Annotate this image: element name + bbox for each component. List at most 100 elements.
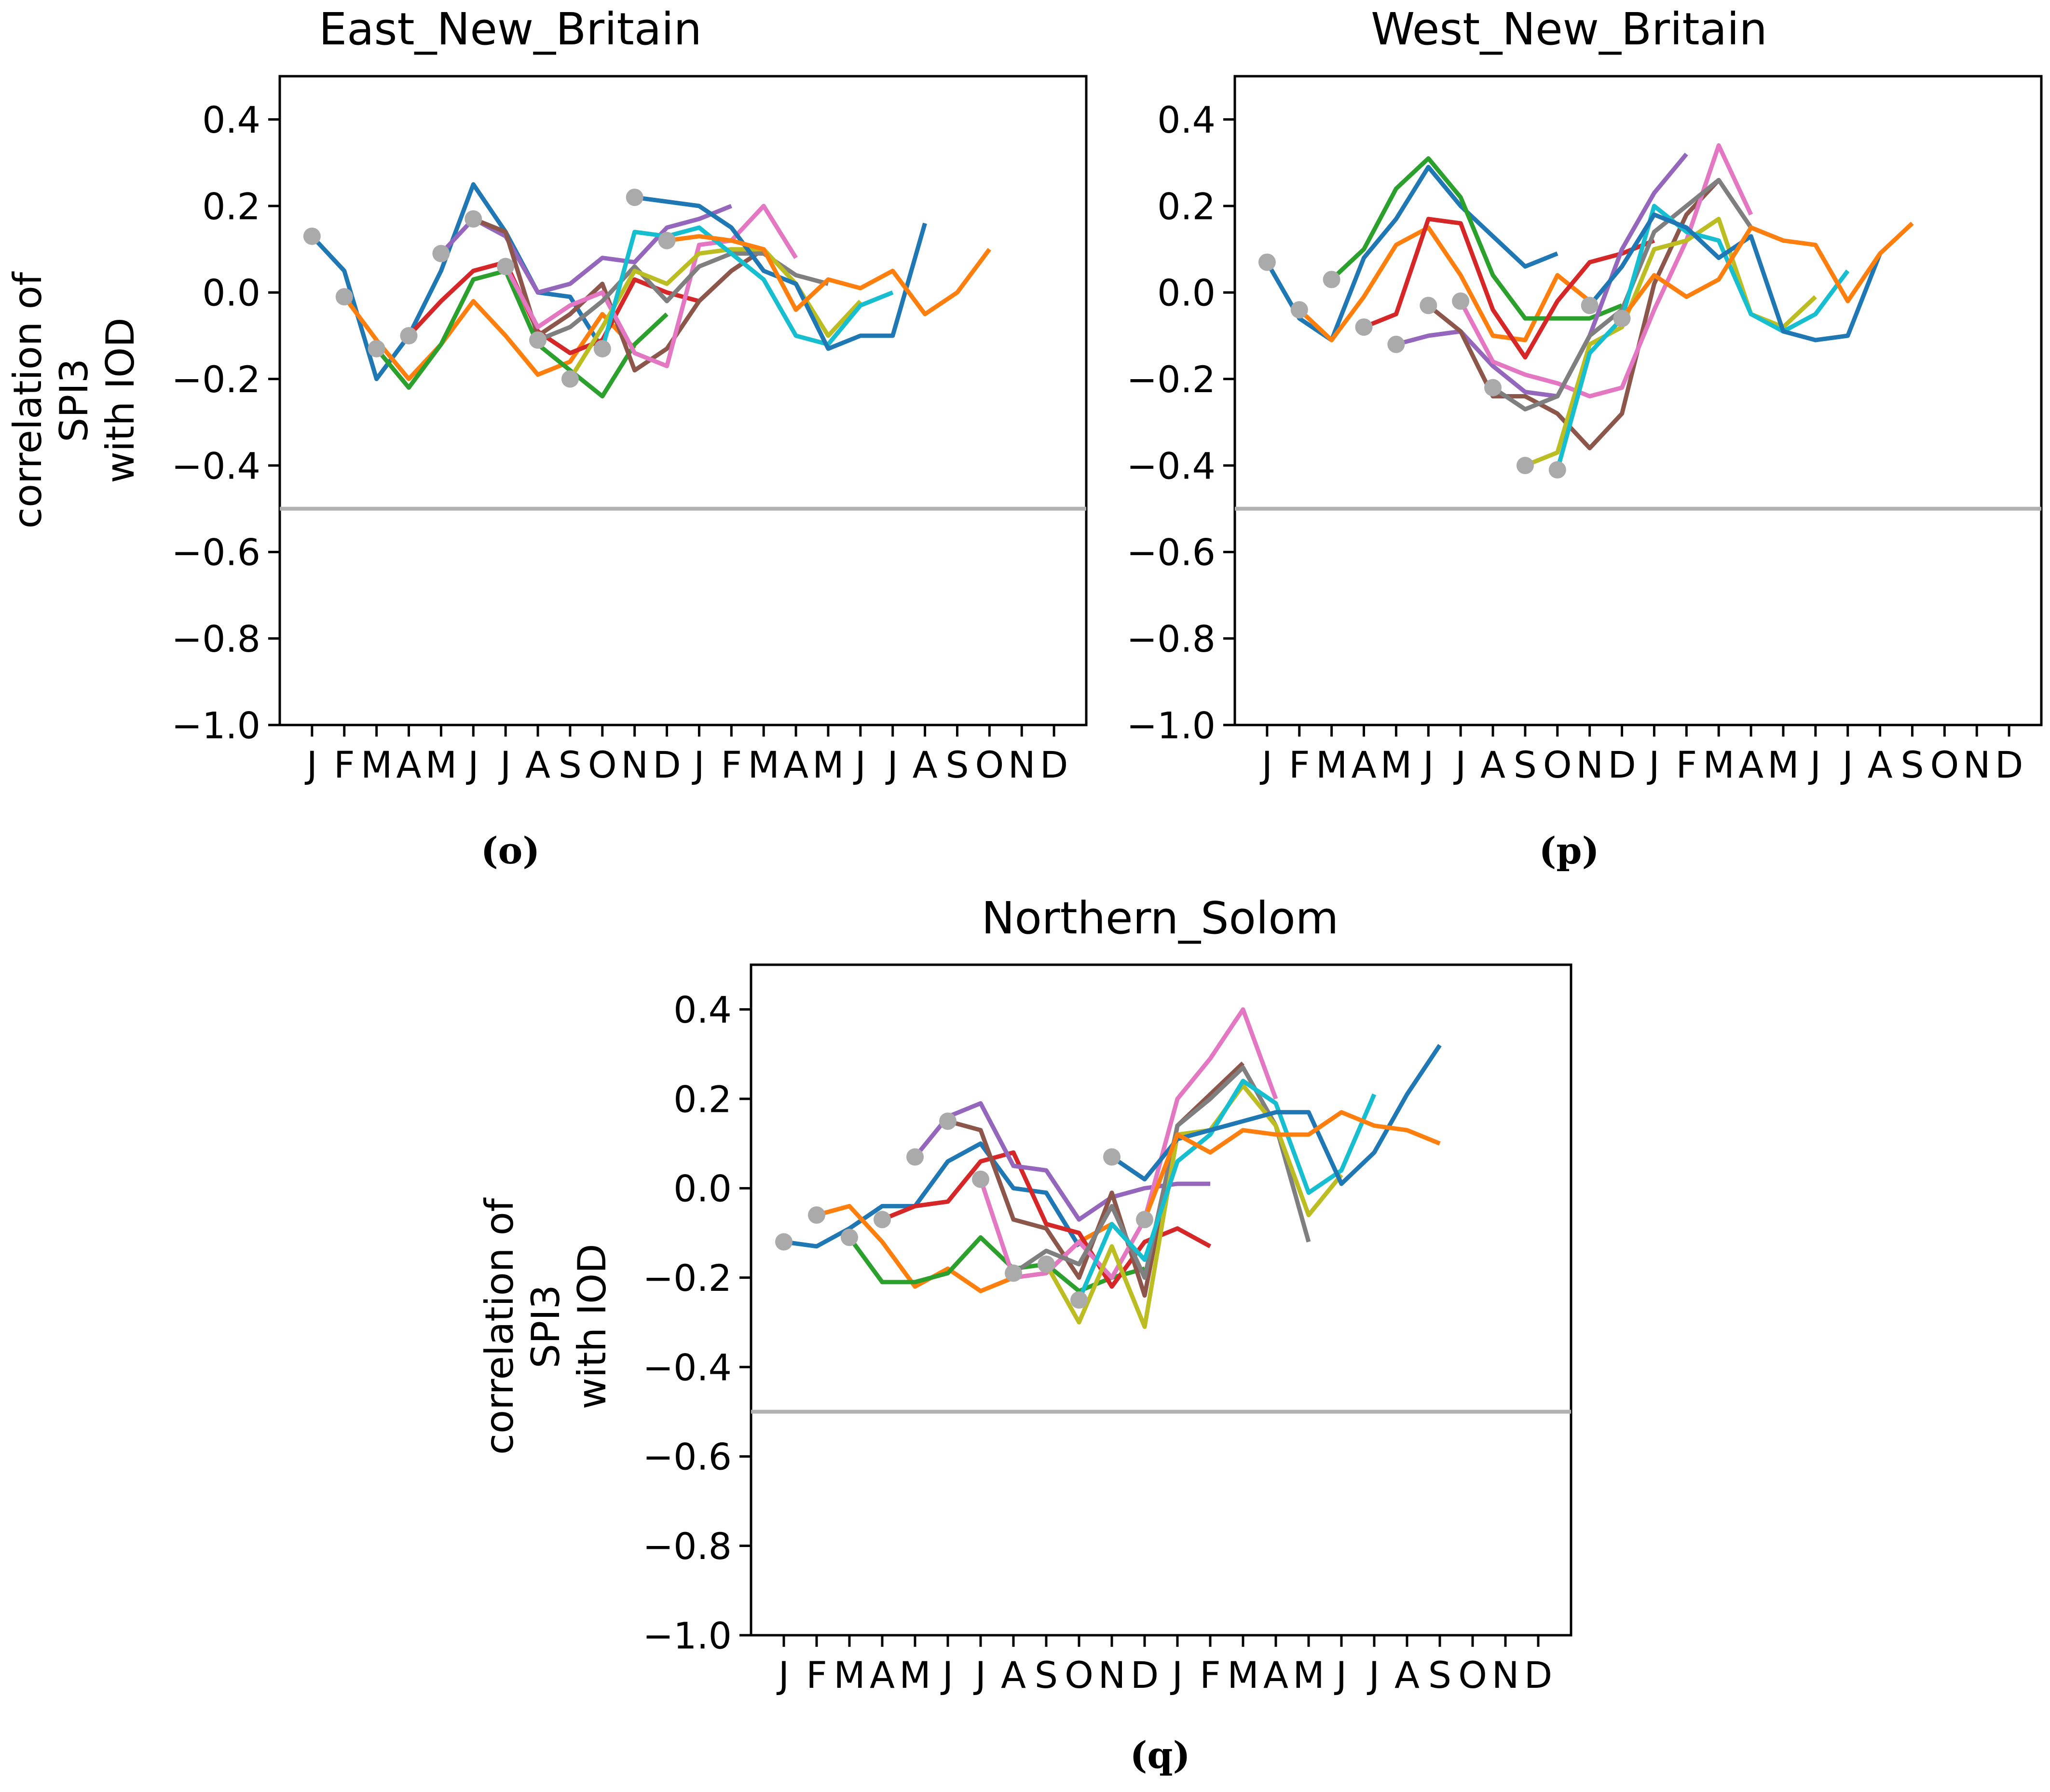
series-start-marker bbox=[1420, 297, 1437, 315]
x-tick-label: A bbox=[1394, 1654, 1420, 1696]
series-start-marker bbox=[658, 232, 676, 249]
y-tick-label: −0.8 bbox=[1126, 617, 1216, 660]
x-tick-label: J bbox=[466, 743, 478, 786]
series-start-marker bbox=[529, 331, 547, 349]
x-tick-label: S bbox=[945, 743, 969, 786]
y-tick-label: −0.6 bbox=[1126, 531, 1216, 574]
series-start-marker bbox=[939, 1112, 957, 1130]
y-axis-label-line: SPI3 bbox=[523, 1285, 568, 1368]
series-line bbox=[1298, 225, 1591, 342]
series-start-marker bbox=[1581, 297, 1599, 315]
y-axis-label-line: correlation of bbox=[477, 1197, 522, 1455]
x-tick-label: N bbox=[1008, 743, 1036, 786]
panel-east-new-britain: East_New_Britain correlation of SPI3 wit… bbox=[5, 3, 1088, 872]
series-start-marker bbox=[874, 1211, 891, 1229]
series-start-marker bbox=[626, 189, 643, 206]
series-start-marker bbox=[432, 245, 450, 262]
series-start-marker bbox=[808, 1206, 825, 1224]
x-tick-label: O bbox=[1065, 1654, 1093, 1696]
series-start-marker bbox=[1323, 271, 1340, 288]
y-tick-label: 0.0 bbox=[202, 272, 260, 315]
x-tick-label: J bbox=[1453, 743, 1466, 786]
y-tick-label: 0.0 bbox=[673, 1167, 732, 1210]
chart-title: Northern_Solom bbox=[982, 892, 1339, 944]
x-tick-label: N bbox=[1576, 743, 1603, 786]
y-axis-label-line: SPI3 bbox=[52, 358, 96, 442]
series-line bbox=[1012, 1065, 1311, 1280]
x-tick-label: A bbox=[1480, 743, 1505, 786]
panel-northern-solom: Northern_Solom correlation of SPI3 with … bbox=[477, 892, 1572, 1777]
x-tick-label: J bbox=[1334, 1654, 1347, 1696]
series-start-marker bbox=[1516, 457, 1534, 474]
y-tick-label: 0.2 bbox=[1157, 185, 1216, 228]
chart-title: West_New_Britain bbox=[1371, 3, 1767, 55]
y-tick-label: −0.2 bbox=[171, 358, 260, 401]
y-tick-label: 0.4 bbox=[673, 988, 732, 1031]
series-line bbox=[375, 269, 669, 398]
y-tick-label: −0.6 bbox=[642, 1436, 732, 1478]
series-line bbox=[1427, 178, 1721, 451]
x-tick-label: J bbox=[886, 743, 898, 786]
x-tick-label: M bbox=[748, 743, 779, 786]
x-tick-label: A bbox=[1868, 743, 1893, 786]
x-tick-label: A bbox=[396, 743, 422, 786]
y-tick-label: 0.2 bbox=[202, 185, 260, 228]
series-start-marker bbox=[1070, 1291, 1088, 1309]
y-axis-label: correlation of SPI3 with IOD bbox=[477, 1197, 615, 1455]
x-tick-label: D bbox=[1131, 1654, 1159, 1696]
x-tick-label: S bbox=[559, 743, 582, 786]
panel-label: (p) bbox=[1539, 829, 1599, 872]
series-start-marker bbox=[775, 1233, 793, 1251]
y-tick-label: −0.4 bbox=[1126, 444, 1216, 487]
x-tick-label: A bbox=[1738, 743, 1763, 786]
series-start-marker bbox=[1355, 318, 1373, 336]
x-tick-label: M bbox=[425, 743, 457, 786]
y-tick-label: −1.0 bbox=[171, 704, 260, 747]
x-tick-label: S bbox=[1035, 1654, 1058, 1696]
series-start-marker bbox=[593, 340, 611, 357]
y-axis-label-line: with IOD bbox=[98, 317, 143, 483]
x-tick-label: A bbox=[913, 743, 938, 786]
x-tick-label: D bbox=[1524, 1654, 1553, 1696]
x-tick-label: J bbox=[941, 1654, 953, 1696]
x-tick-label: N bbox=[1492, 1654, 1519, 1696]
x-tick-label: O bbox=[1458, 1654, 1487, 1696]
x-tick-label: A bbox=[870, 1654, 895, 1696]
x-tick-label: A bbox=[525, 743, 550, 786]
y-axis-label-line: correlation of bbox=[5, 271, 50, 529]
y-tick-label: −0.6 bbox=[171, 531, 260, 574]
y-tick-label: −1.0 bbox=[642, 1614, 732, 1657]
series-start-marker bbox=[1103, 1148, 1121, 1166]
x-tick-label: F bbox=[1289, 743, 1310, 786]
x-tick-label: J bbox=[692, 743, 704, 786]
x-tick-label: J bbox=[973, 1654, 986, 1696]
x-tick-label: F bbox=[334, 743, 355, 786]
x-tick-label: J bbox=[1367, 1654, 1380, 1696]
series-line bbox=[1142, 1110, 1441, 1220]
series-start-marker bbox=[561, 370, 579, 388]
series-start-marker bbox=[1136, 1211, 1153, 1229]
series-start-marker bbox=[1613, 310, 1631, 328]
series-start-marker bbox=[1005, 1264, 1022, 1282]
x-tick-label: J bbox=[853, 743, 866, 786]
x-tick-label: M bbox=[361, 743, 393, 786]
x-tick-label: N bbox=[621, 743, 648, 786]
plot-area bbox=[278, 75, 1088, 726]
panel-label: (q) bbox=[1130, 1734, 1190, 1777]
x-tick-label: M bbox=[812, 743, 844, 786]
panel-label: (o) bbox=[481, 829, 540, 872]
series-line bbox=[1330, 156, 1623, 321]
y-axis-label: correlation of SPI3 with IOD bbox=[5, 271, 143, 529]
y-axis-label-line: with IOD bbox=[570, 1244, 615, 1409]
x-tick-label: F bbox=[1200, 1654, 1221, 1696]
x-tick-label: M bbox=[1767, 743, 1799, 786]
y-tick-label: −0.4 bbox=[642, 1346, 732, 1389]
series-start-marker bbox=[1258, 253, 1276, 271]
series-line bbox=[1265, 164, 1558, 342]
x-tick-label: S bbox=[1900, 743, 1924, 786]
x-tick-label: F bbox=[806, 1654, 827, 1696]
y-tick-label: 0.0 bbox=[1157, 272, 1216, 315]
x-tick-label: M bbox=[1293, 1654, 1325, 1696]
series-start-marker bbox=[400, 327, 418, 344]
x-tick-label: J bbox=[1170, 1654, 1183, 1696]
